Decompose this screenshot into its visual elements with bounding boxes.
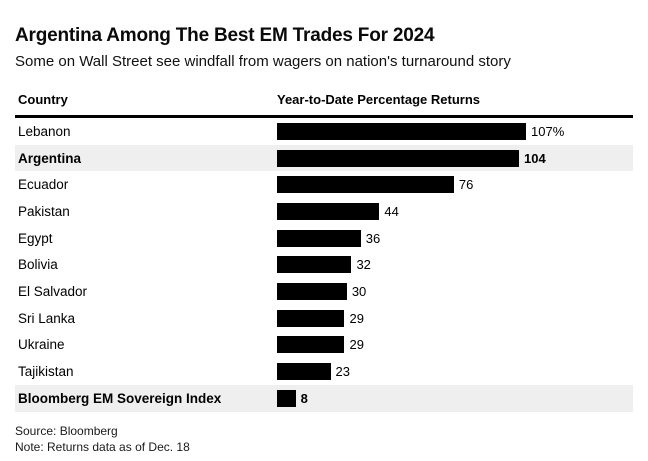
chart-title: Argentina Among The Best EM Trades For 2… (15, 25, 435, 46)
value-bar (277, 122, 526, 140)
chart-subtitle: Some on Wall Street see windfall from wa… (15, 53, 511, 70)
country-label: Sri Lanka (18, 310, 76, 326)
bar-cell: 107% (277, 122, 633, 140)
value-bar (277, 389, 296, 407)
value-label: 104 (524, 150, 546, 166)
bar-cell: 44 (277, 202, 633, 220)
country-label: Ukraine (18, 337, 65, 353)
table-row: Lebanon 107% (15, 118, 633, 145)
country-label: El Salvador (18, 283, 88, 299)
value-bar (277, 176, 454, 194)
bar-cell: 36 (277, 229, 633, 247)
country-label: Argentina (18, 150, 82, 166)
country-label: Ecuador (18, 177, 69, 193)
value-bar (277, 336, 345, 354)
value-bar (277, 309, 345, 327)
value-label: 32 (356, 257, 371, 273)
value-label: 44 (384, 203, 399, 219)
table-row: Ukraine 29 (15, 332, 633, 359)
bar-chart-rows: Lebanon 107% Argentina 104 Ecuador 76 Pakistan… (15, 118, 633, 412)
column-header-returns: Year-to-Date Percentage Returns (277, 92, 481, 107)
source-text: Source: Bloomberg (15, 423, 118, 438)
bar-cell: 8 (277, 389, 633, 407)
table-row: Bloomberg EM Sovereign Index 8 (15, 384, 633, 412)
value-label: 29 (349, 337, 364, 353)
note-text: Note: Returns data as of Dec. 18 (15, 439, 190, 454)
bar-cell: 76 (277, 176, 633, 194)
bar-cell: 23 (277, 363, 633, 381)
value-bar (277, 363, 331, 381)
country-label: Lebanon (18, 123, 71, 139)
value-label: 76 (458, 177, 474, 193)
bar-cell: 32 (277, 256, 633, 274)
table-row: Bolivia 32 (15, 251, 633, 278)
value-bar (277, 282, 347, 300)
country-label: Pakistan (18, 203, 70, 219)
value-bar (277, 149, 520, 167)
bar-cell: 29 (277, 336, 633, 354)
value-label: 107% (531, 123, 565, 139)
chart-footer: Source: Bloomberg Note: Returns data as … (15, 423, 633, 455)
table-row: Egypt 36 (15, 225, 633, 252)
table-row: Pakistan 44 (15, 198, 633, 225)
value-label: 23 (335, 364, 350, 380)
bar-cell: 104 (277, 149, 633, 167)
table-row: Argentina 104 (15, 144, 633, 172)
bar-cell: 29 (277, 309, 633, 327)
table-row: Tajikistan 23 (15, 358, 633, 385)
table-row: El Salvador 30 (15, 278, 633, 305)
country-label: Bolivia (18, 257, 58, 273)
value-bar (277, 202, 380, 220)
value-label: 36 (365, 230, 381, 246)
value-label: 30 (351, 283, 367, 299)
table-row: Sri Lanka 29 (15, 305, 633, 332)
country-label: Bloomberg EM Sovereign Index (18, 390, 222, 406)
value-bar (277, 256, 352, 274)
column-header-country: Country (18, 92, 68, 107)
table-row: Ecuador 76 (15, 171, 633, 198)
table-header: Country Year-to-Date Percentage Returns (15, 92, 633, 118)
country-label: Tajikistan (18, 364, 74, 380)
bar-cell: 30 (277, 282, 633, 300)
country-label: Egypt (18, 230, 53, 246)
value-label: 8 (300, 390, 308, 406)
value-label: 29 (349, 310, 364, 326)
value-bar (277, 229, 361, 247)
